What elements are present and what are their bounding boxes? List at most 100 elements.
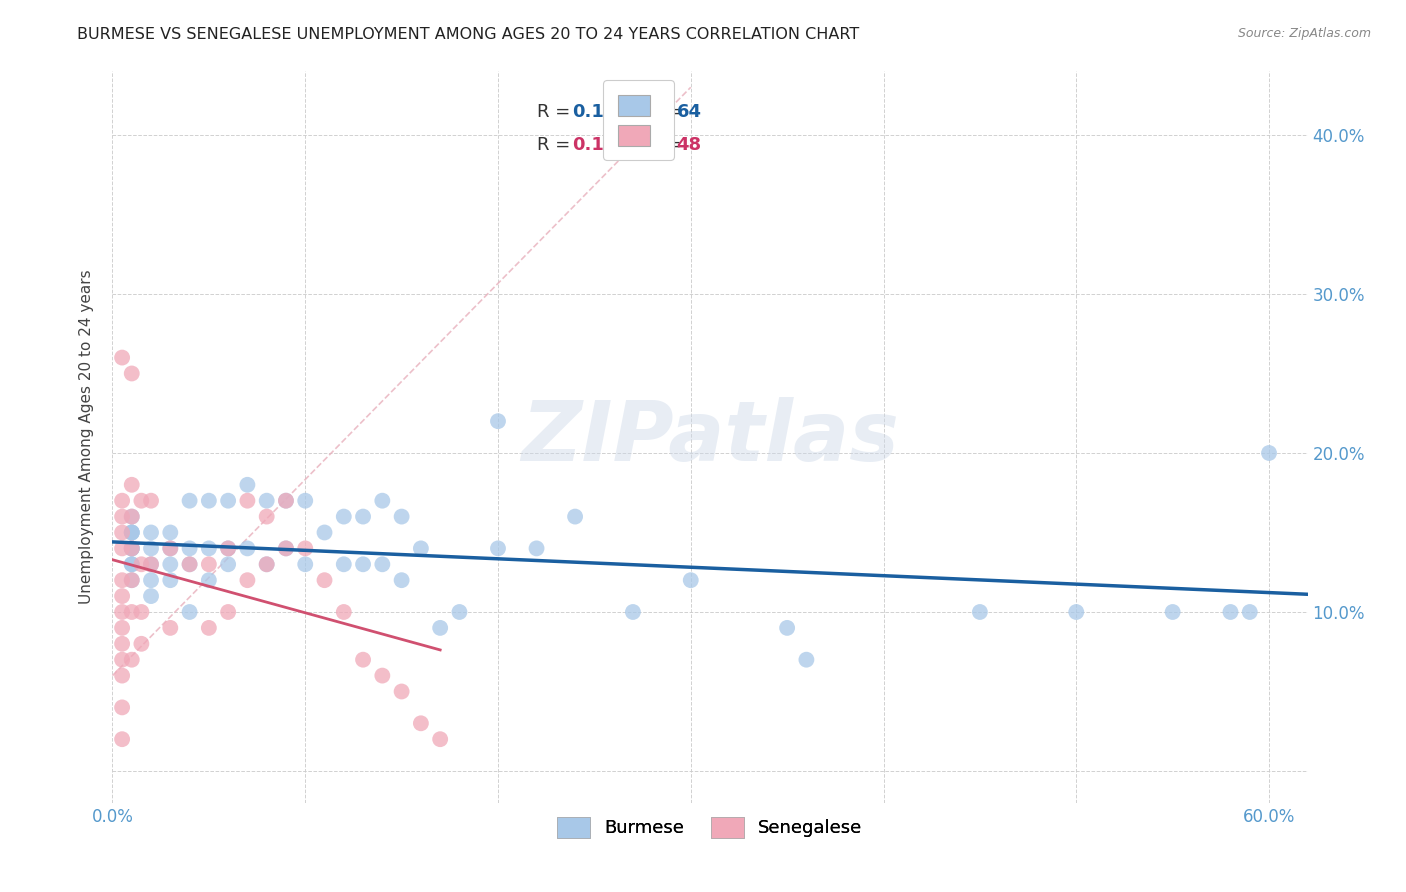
Point — [121, 525, 143, 540]
Point — [217, 558, 239, 572]
Point — [179, 493, 201, 508]
Point — [391, 509, 413, 524]
Point — [121, 605, 143, 619]
Point — [776, 621, 799, 635]
Point — [111, 653, 134, 667]
Point — [371, 558, 394, 572]
Point — [139, 493, 162, 508]
Point — [429, 621, 451, 635]
Point — [121, 541, 143, 556]
Point — [236, 541, 259, 556]
Point — [796, 653, 818, 667]
Y-axis label: Unemployment Among Ages 20 to 24 years: Unemployment Among Ages 20 to 24 years — [79, 269, 94, 605]
Point — [139, 541, 162, 556]
Point — [121, 509, 143, 524]
Point — [314, 573, 336, 587]
Point — [111, 573, 134, 587]
Point — [111, 637, 134, 651]
Point — [121, 541, 143, 556]
Point — [274, 493, 297, 508]
Point — [217, 541, 239, 556]
Point — [294, 541, 316, 556]
Point — [111, 493, 134, 508]
Point — [198, 493, 221, 508]
Text: 64: 64 — [676, 103, 702, 120]
Point — [111, 541, 134, 556]
Point — [159, 541, 181, 556]
Point — [352, 653, 374, 667]
Point — [111, 668, 134, 682]
Point — [121, 367, 143, 381]
Point — [179, 541, 201, 556]
Point — [621, 605, 644, 619]
Point — [679, 573, 702, 587]
Point — [352, 558, 374, 572]
Point — [391, 684, 413, 698]
Text: 0.137: 0.137 — [572, 136, 630, 153]
Text: 48: 48 — [676, 136, 702, 153]
Point — [159, 621, 181, 635]
Point — [236, 493, 259, 508]
Text: 0.187: 0.187 — [572, 103, 630, 120]
Point — [217, 493, 239, 508]
Point — [111, 589, 134, 603]
Point — [159, 558, 181, 572]
Point — [274, 541, 297, 556]
Text: R =: R = — [537, 103, 575, 120]
Point — [1258, 446, 1281, 460]
Point — [294, 558, 316, 572]
Point — [121, 541, 143, 556]
Point — [256, 493, 278, 508]
Point — [526, 541, 548, 556]
Point — [121, 525, 143, 540]
Point — [111, 525, 134, 540]
Point — [217, 605, 239, 619]
Legend: Burmese, Senegalese: Burmese, Senegalese — [550, 810, 870, 845]
Point — [486, 414, 509, 428]
Point — [198, 558, 221, 572]
Point — [139, 589, 162, 603]
Point — [139, 573, 162, 587]
Point — [371, 668, 394, 682]
Point — [294, 493, 316, 508]
Point — [121, 573, 143, 587]
Point — [159, 525, 181, 540]
Point — [111, 509, 134, 524]
Point — [121, 573, 143, 587]
Point — [121, 525, 143, 540]
Point — [111, 700, 134, 714]
Point — [139, 558, 162, 572]
Point — [159, 573, 181, 587]
Point — [159, 541, 181, 556]
Point — [111, 732, 134, 747]
Point — [217, 541, 239, 556]
Point — [236, 477, 259, 491]
Point — [449, 605, 471, 619]
Point — [1064, 605, 1087, 619]
Point — [486, 541, 509, 556]
Point — [564, 509, 586, 524]
Text: N =: N = — [630, 103, 688, 120]
Point — [256, 509, 278, 524]
Point — [333, 605, 356, 619]
Point — [121, 558, 143, 572]
Point — [274, 493, 297, 508]
Point — [1219, 605, 1241, 619]
Point — [429, 732, 451, 747]
Point — [179, 558, 201, 572]
Point — [1161, 605, 1184, 619]
Point — [236, 573, 259, 587]
Point — [131, 493, 153, 508]
Point — [121, 509, 143, 524]
Text: BURMESE VS SENEGALESE UNEMPLOYMENT AMONG AGES 20 TO 24 YEARS CORRELATION CHART: BURMESE VS SENEGALESE UNEMPLOYMENT AMONG… — [77, 27, 859, 42]
Point — [121, 541, 143, 556]
Point — [198, 541, 221, 556]
Point — [409, 541, 432, 556]
Point — [256, 558, 278, 572]
Point — [391, 573, 413, 587]
Point — [352, 509, 374, 524]
Text: Source: ZipAtlas.com: Source: ZipAtlas.com — [1237, 27, 1371, 40]
Point — [969, 605, 991, 619]
Point — [139, 558, 162, 572]
Point — [333, 558, 356, 572]
